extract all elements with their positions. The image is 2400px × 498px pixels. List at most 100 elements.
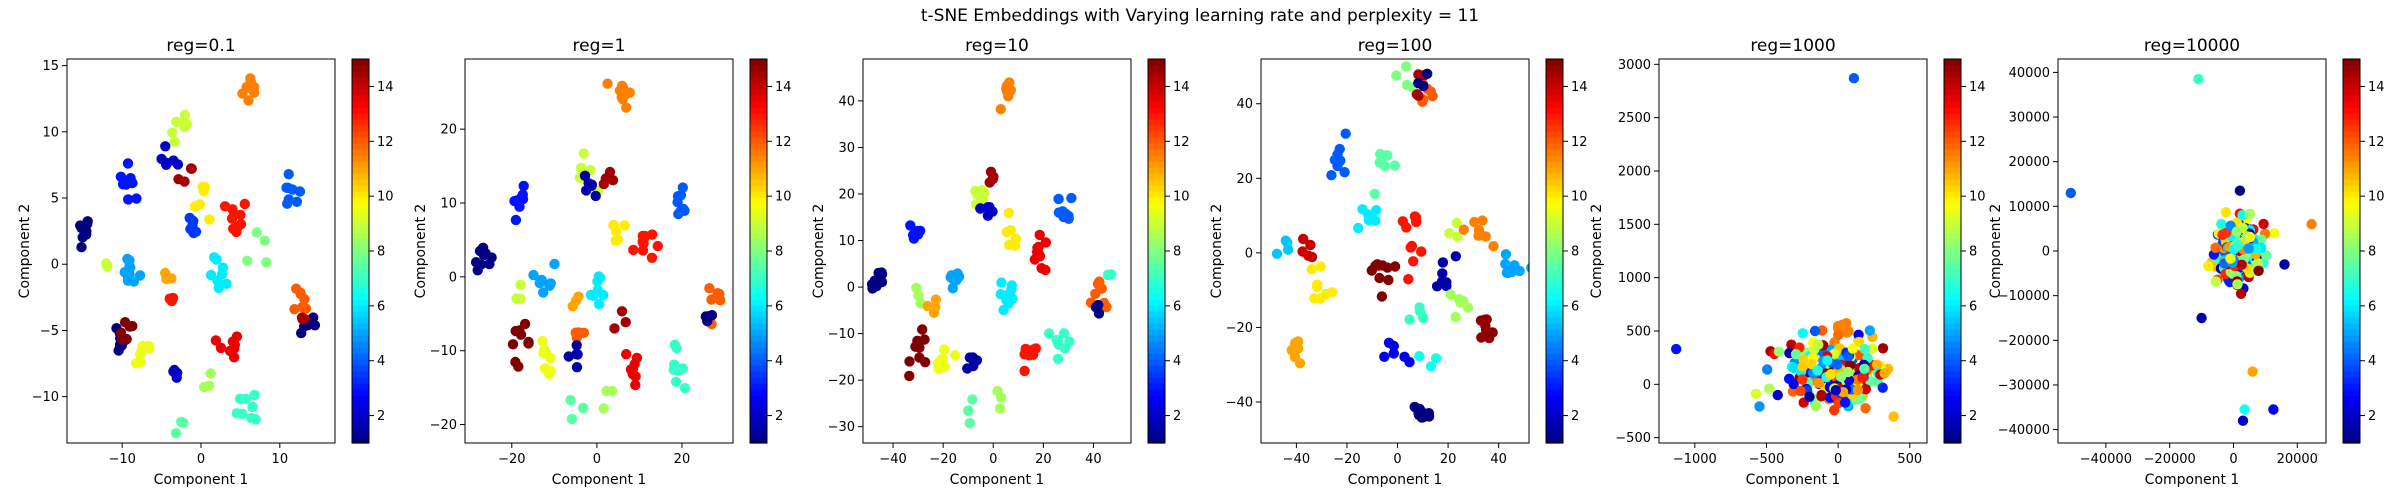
scatter-point — [169, 136, 180, 147]
colorbar-segment — [1944, 179, 1961, 186]
colorbar-segment — [352, 407, 369, 414]
scatter-point — [1437, 257, 1449, 268]
colorbar-segment — [1944, 251, 1961, 258]
x-tick-label: 0 — [593, 452, 601, 467]
colorbar-tick-label: 8 — [775, 245, 783, 260]
colorbar-tick-label: 10 — [1969, 190, 1986, 205]
scatter-point — [1332, 154, 1344, 165]
colorbar-segment — [1546, 263, 1563, 270]
scatter-point — [1437, 268, 1448, 279]
scatter-point — [239, 198, 250, 210]
subplot-title: reg=10 — [965, 36, 1029, 56]
scatter-point — [122, 275, 134, 286]
y-tick-label: 0 — [51, 258, 59, 273]
scatter-point — [1303, 250, 1314, 261]
colorbar-tick-label: 14 — [1969, 80, 1986, 95]
scatter-point — [592, 276, 603, 287]
colorbar-segment — [1148, 191, 1165, 198]
scatter-point — [2203, 260, 2214, 272]
scatter-point — [184, 212, 195, 224]
x-tick-label: 20 — [674, 452, 691, 467]
colorbar-segment — [1944, 287, 1961, 294]
colorbar-segment — [2343, 155, 2360, 162]
colorbar-tick-label: 12 — [377, 135, 394, 150]
colorbar-segment — [2343, 395, 2360, 402]
y-tick-label: −5 — [40, 324, 59, 339]
scatter-point — [967, 394, 978, 405]
colorbar-segment — [1944, 407, 1961, 414]
colorbar-segment — [2343, 251, 2360, 258]
scatter-point — [1053, 193, 1064, 205]
colorbar-segment — [1546, 329, 1563, 336]
colorbar-segment — [1148, 155, 1165, 162]
colorbar-segment — [1944, 359, 1961, 366]
colorbar-segment — [1944, 59, 1961, 66]
colorbar-segment — [1148, 419, 1165, 426]
colorbar-segment — [352, 353, 369, 360]
scatter-point — [166, 295, 177, 307]
scatter-point — [172, 367, 183, 379]
x-axis-label: Component 1 — [1348, 472, 1443, 488]
scatter-point — [964, 417, 975, 429]
scatter-point — [1040, 264, 1051, 276]
scatter-point — [1058, 211, 1069, 223]
scatter-point — [1375, 148, 1386, 160]
scatter-point — [598, 178, 609, 190]
colorbar-segment — [1546, 143, 1563, 150]
colorbar-tick-label: 8 — [1571, 245, 1579, 260]
scatter-point — [528, 269, 539, 281]
scatter-point — [671, 343, 682, 354]
colorbar-segment — [1148, 293, 1165, 300]
axes-frame — [1260, 58, 1530, 444]
scatter-point — [1488, 241, 1499, 252]
colorbar-tick-label: 2 — [2368, 409, 2376, 424]
y-tick-label: −10000 — [1998, 289, 2050, 304]
scatter-point — [598, 403, 609, 414]
scatter-point — [209, 252, 220, 263]
colorbar-segment — [1546, 305, 1563, 312]
colorbar-segment — [352, 305, 369, 312]
colorbar-segment — [352, 59, 369, 66]
colorbar-segment — [1944, 77, 1961, 84]
scatter-point — [616, 306, 628, 317]
scatter-point — [976, 185, 988, 196]
colorbar-segment — [2343, 185, 2360, 192]
scatter-point — [472, 265, 483, 276]
colorbar-segment — [1148, 371, 1165, 378]
scatter-point — [572, 349, 583, 360]
y-tick-label: 3000 — [1618, 58, 1651, 73]
scatter-point — [607, 385, 618, 397]
colorbar-segment — [352, 137, 369, 144]
colorbar-segment — [2343, 329, 2360, 336]
subplot-title: reg=1000 — [1750, 36, 1835, 56]
colorbar-segment — [2343, 191, 2360, 198]
colorbar-tick-label: 12 — [2368, 135, 2385, 150]
colorbar-segment — [1148, 221, 1165, 228]
colorbar-segment — [352, 239, 369, 246]
colorbar-segment — [2343, 173, 2360, 180]
colorbar-segment — [2343, 299, 2360, 306]
scatter-point — [866, 279, 878, 290]
colorbar-segment — [1546, 131, 1563, 138]
colorbar-segment — [1944, 89, 1961, 96]
scatter-point — [609, 323, 620, 334]
scatter-point — [1289, 338, 1301, 349]
scatter-point — [1813, 378, 1825, 389]
subplot-title: reg=100 — [1358, 36, 1433, 56]
scatter-point — [621, 102, 632, 113]
scatter-point — [575, 162, 587, 174]
scatter-point — [283, 169, 294, 180]
scatter-point — [1790, 349, 1802, 360]
y-tick-label: 0 — [2042, 245, 2050, 260]
colorbar-segment — [352, 89, 369, 96]
colorbar-segment — [352, 251, 369, 258]
colorbar-segment — [352, 425, 369, 432]
scatter-point — [518, 180, 529, 192]
colorbar-segment — [2343, 317, 2360, 324]
colorbar-segment — [1148, 329, 1165, 336]
colorbar-segment — [750, 281, 767, 288]
colorbar-segment — [1944, 365, 1961, 372]
scatter-point — [2236, 259, 2247, 270]
colorbar-tick-label: 2 — [1571, 409, 1579, 424]
scatter-point — [1853, 336, 1865, 348]
